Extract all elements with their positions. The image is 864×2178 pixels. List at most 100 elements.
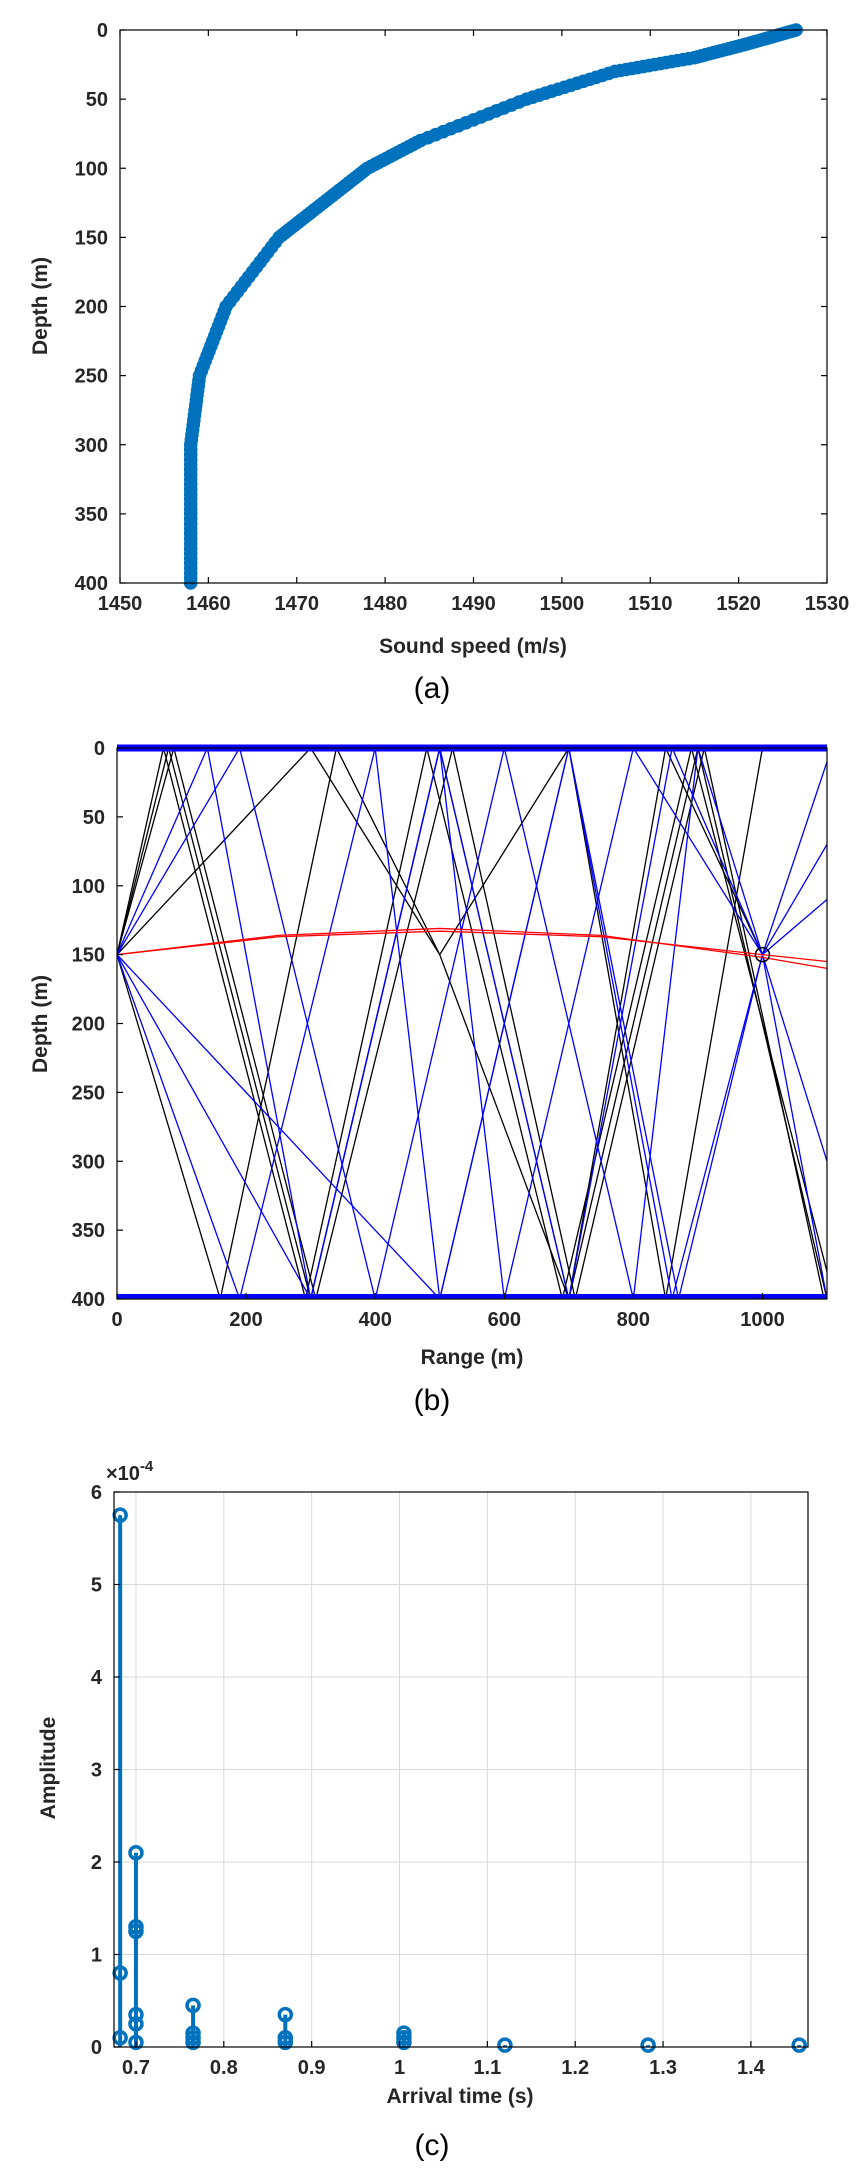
panel-a-data-point <box>183 492 198 506</box>
panel-b-x-tick-label: 1000 <box>740 1309 785 1331</box>
panel-a-data-point <box>183 546 198 561</box>
panel-c-caption: (c) <box>415 2129 450 2162</box>
panel-c-y-tick-label: 6 <box>91 1482 102 1504</box>
panel-a-data-point <box>504 98 519 112</box>
panel-a-y-tick-label: 0 <box>97 20 108 42</box>
panel-a-y-tick-label: 50 <box>86 89 108 111</box>
panel-a-data-point <box>436 124 451 139</box>
panel-c-y-exponent: ×10-4 <box>106 1458 154 1485</box>
panel-a-data-point <box>183 457 198 472</box>
panel-a-y-tick-label: 300 <box>75 435 108 457</box>
panel-a-data-point <box>185 428 199 442</box>
panel-c-stem-marker <box>185 2025 201 2041</box>
panel-c-stem-marker <box>128 2006 144 2023</box>
panel-a-x-axis-label: Sound speed (m/s) <box>379 635 567 658</box>
panel-b-x-axis-label: Range (m) <box>421 1346 524 1369</box>
panel-c-x-tick-label: 1.4 <box>737 2057 766 2079</box>
panel-c-x-tick-label: 1.1 <box>473 2057 501 2079</box>
panel-a-data-point <box>183 472 198 487</box>
panel-c-stem-marker <box>497 2037 513 2053</box>
panel-a-data-point <box>183 497 198 511</box>
panel-c-stem-marker <box>277 2030 294 2046</box>
panel-c-y-ticks: 0 1 2 3 4 5 6 <box>91 1482 120 2059</box>
panel-c-stem-marker <box>185 1997 201 2014</box>
panel-a-data-point <box>443 121 458 136</box>
panel-a-data-point <box>526 90 540 104</box>
panel-a-data-point <box>190 383 205 398</box>
panel-a-data-point <box>188 398 203 413</box>
panel-a-data-point <box>466 113 481 127</box>
panel-a-data-point <box>512 95 526 109</box>
panel-a-data-point <box>183 566 198 580</box>
panel-c-y-tick-label: 3 <box>91 1760 102 1782</box>
panel-a-marks <box>183 23 803 590</box>
panel-a-x-tick-label: 1510 <box>628 593 673 615</box>
panel-c-x-axis-label: Arrival time (s) <box>386 2085 533 2108</box>
panel-a-data-point <box>563 78 578 93</box>
panel-a-data-point <box>189 393 204 408</box>
panel-b-x-tick-label: 0 <box>111 1309 122 1331</box>
panel-a-data-point <box>183 531 198 546</box>
panel-a-data-point <box>183 526 198 541</box>
panel-a-data-point <box>481 107 496 121</box>
panel-a-data-point <box>183 452 198 467</box>
panel-b-y-tick-label: 200 <box>72 1014 105 1036</box>
panel-a-data-point <box>538 86 553 100</box>
panel-c-x-ticks: 0.7 0.8 0.9 1 1.1 1.2 1.3 1.4 <box>122 2041 766 2079</box>
panel-a-data-point <box>451 118 466 133</box>
panel-a-data-point <box>187 413 201 427</box>
panel-b-x-tick-label: 800 <box>617 1309 650 1331</box>
panel-a-data-point <box>192 373 206 388</box>
panel-c-x-tick-label: 0.9 <box>298 2057 326 2079</box>
panel-b-y-tick-label: 400 <box>72 1289 105 1311</box>
panel-a-data-point <box>421 130 435 145</box>
panel-a-data-point <box>183 536 198 551</box>
panel-b-ray-blue <box>117 747 827 1299</box>
panel-b-ray-black <box>117 746 764 1299</box>
panel-b-x-ticks: 0 200 400 600 800 1000 <box>111 1293 785 1331</box>
panel-b-y-tick-label: 50 <box>83 807 105 829</box>
panel-a-data-point <box>184 433 199 447</box>
panel-c-stem-marker <box>128 1919 144 1935</box>
panel-b-y-ticks: 0 50 100 150 200 250 300 350 400 <box>72 738 123 1311</box>
panel-b-ray-trace: 0 200 400 600 800 1000 0 50 100 150 200 250 300 350 4… <box>29 738 828 1417</box>
panel-a-data-point <box>570 76 584 91</box>
panel-b-receiver-marker <box>754 946 771 963</box>
panel-a-x-tick-label: 1470 <box>275 593 320 615</box>
panel-a-data-point <box>428 127 443 142</box>
panel-a-y-tick-label: 150 <box>75 227 108 249</box>
panel-a-data-point <box>183 521 198 536</box>
panel-a-data-point <box>183 516 198 531</box>
panel-a-data-point <box>183 437 198 452</box>
panel-a-data-point <box>185 423 200 437</box>
panel-a-data-point <box>608 64 622 79</box>
panel-c-y-tick-label: 4 <box>91 1667 103 1689</box>
panel-a-y-tick-label: 100 <box>75 158 108 180</box>
panel-a-data-point <box>183 571 198 585</box>
panel-a-data-point <box>183 447 198 462</box>
panel-c-x-tick-label: 1.2 <box>561 2057 589 2079</box>
panel-a-data-point <box>183 462 198 477</box>
panel-c-x-tick-label: 1 <box>394 2057 405 2079</box>
panel-a-y-tick-label: 350 <box>75 504 108 526</box>
panel-c-x-tick-label: 1.3 <box>649 2057 677 2079</box>
panel-a-x-tick-label: 1480 <box>363 593 408 615</box>
panel-c-stem-marker <box>640 2037 656 2053</box>
panel-a-data-point <box>589 70 603 85</box>
panel-c-stem-marker <box>128 2034 144 2051</box>
panel-c-y-axis-label: Amplitude <box>37 1717 60 1820</box>
panel-c-stem-marker <box>128 2016 144 2032</box>
panel-a-data-point <box>544 84 559 99</box>
panel-a-data-point <box>192 368 207 383</box>
panel-a-data-point <box>183 556 198 571</box>
panel-b-ray-red <box>117 930 827 963</box>
panel-a-x-tick-label: 1520 <box>716 593 761 615</box>
panel-a-data-point <box>183 507 198 521</box>
panel-c-stem-marker <box>396 2025 412 2041</box>
panel-a-y-tick-label: 250 <box>75 366 108 388</box>
panel-b-y-tick-label: 250 <box>72 1082 105 1104</box>
panel-c-x-tick-label: 0.7 <box>122 2057 150 2079</box>
panel-a-data-point <box>595 68 610 83</box>
panel-c-marks <box>112 1507 807 2053</box>
